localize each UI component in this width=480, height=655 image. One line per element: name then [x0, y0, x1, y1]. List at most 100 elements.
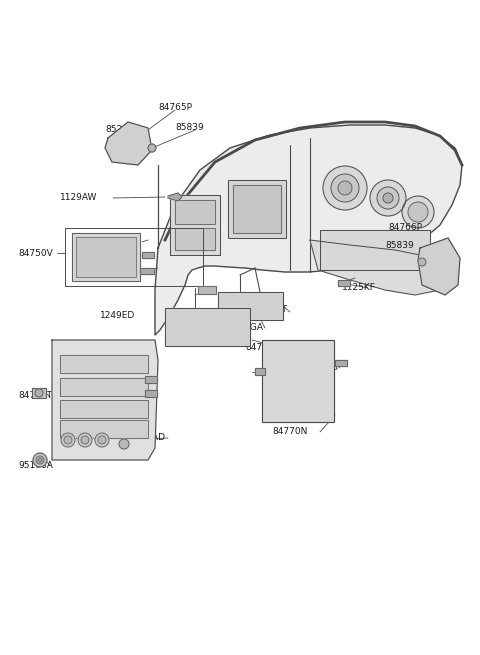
Bar: [32, 388, 46, 398]
Polygon shape: [418, 238, 460, 295]
Bar: [218, 292, 283, 320]
Bar: [165, 308, 250, 346]
Circle shape: [331, 174, 359, 202]
Bar: [76, 237, 136, 277]
Text: 84770M: 84770M: [272, 413, 308, 422]
Bar: [335, 360, 347, 366]
Bar: [60, 400, 148, 418]
Bar: [60, 355, 148, 373]
Bar: [165, 308, 250, 346]
Bar: [262, 340, 334, 422]
Circle shape: [81, 436, 89, 444]
Circle shape: [61, 433, 75, 447]
Polygon shape: [310, 240, 440, 295]
Bar: [145, 376, 157, 383]
Circle shape: [38, 458, 42, 462]
Bar: [142, 252, 154, 258]
Bar: [228, 180, 286, 238]
Bar: [145, 376, 157, 383]
Bar: [60, 355, 148, 373]
Circle shape: [402, 196, 434, 228]
Bar: [335, 360, 347, 366]
Text: 84744E: 84744E: [110, 394, 144, 403]
Text: 1125GB: 1125GB: [88, 253, 124, 263]
Text: 84837F: 84837F: [78, 269, 112, 278]
Text: 84835E: 84835E: [243, 191, 277, 200]
Bar: [170, 195, 220, 255]
Bar: [338, 280, 350, 286]
Circle shape: [119, 439, 129, 449]
Bar: [170, 195, 220, 255]
Circle shape: [338, 181, 352, 195]
Bar: [233, 185, 281, 233]
Text: 84750V: 84750V: [18, 248, 53, 257]
Bar: [72, 233, 140, 281]
Circle shape: [98, 436, 106, 444]
Bar: [65, 228, 203, 286]
Bar: [255, 368, 265, 375]
Text: 84743F: 84743F: [110, 375, 144, 384]
Circle shape: [95, 433, 109, 447]
Bar: [145, 390, 157, 397]
Text: 95110A: 95110A: [18, 462, 53, 470]
Text: 84765P: 84765P: [158, 103, 192, 113]
Text: 84752B: 84752B: [88, 236, 122, 244]
Bar: [175, 200, 215, 224]
Bar: [145, 390, 157, 397]
Text: 1129AW: 1129AW: [60, 193, 97, 202]
Polygon shape: [168, 193, 182, 201]
Bar: [175, 228, 215, 250]
Polygon shape: [52, 340, 158, 460]
Circle shape: [323, 166, 367, 210]
Bar: [175, 200, 215, 224]
Text: 85839: 85839: [268, 375, 297, 384]
Bar: [72, 233, 140, 281]
Circle shape: [377, 187, 399, 209]
Circle shape: [35, 389, 43, 397]
Bar: [32, 388, 46, 398]
Text: 84716T: 84716T: [18, 390, 52, 400]
Text: 84755T: 84755T: [253, 305, 287, 314]
Circle shape: [33, 453, 47, 467]
Text: 85839: 85839: [175, 124, 204, 132]
Bar: [142, 252, 154, 258]
Bar: [60, 420, 148, 438]
Text: 1249ED: 1249ED: [100, 312, 135, 320]
Polygon shape: [105, 122, 152, 165]
Bar: [320, 230, 430, 270]
Text: 1018AD: 1018AD: [130, 434, 166, 443]
Bar: [255, 368, 265, 375]
Text: 1125GB: 1125GB: [303, 364, 339, 373]
Bar: [198, 286, 216, 294]
Bar: [338, 280, 350, 286]
Text: 1125KF: 1125KF: [342, 284, 376, 293]
Bar: [262, 340, 334, 422]
Bar: [140, 268, 154, 274]
Bar: [320, 230, 430, 270]
Bar: [228, 180, 286, 238]
Circle shape: [418, 258, 426, 266]
Polygon shape: [155, 125, 462, 335]
Bar: [60, 400, 148, 418]
Bar: [60, 378, 148, 396]
Bar: [60, 420, 148, 438]
Bar: [198, 286, 216, 294]
Text: 85261B: 85261B: [105, 126, 140, 134]
Bar: [175, 228, 215, 250]
Circle shape: [370, 180, 406, 216]
Bar: [218, 292, 283, 320]
Text: 84766P: 84766P: [388, 223, 422, 233]
Text: 84770N: 84770N: [272, 428, 307, 436]
Bar: [60, 378, 148, 396]
Text: 84741A: 84741A: [65, 436, 100, 445]
Bar: [76, 237, 136, 277]
Text: 84743E: 84743E: [245, 343, 279, 352]
Text: 85839: 85839: [385, 242, 414, 250]
Circle shape: [36, 456, 44, 464]
Bar: [233, 185, 281, 233]
Bar: [140, 268, 154, 274]
Circle shape: [383, 193, 393, 203]
Circle shape: [148, 144, 156, 152]
Circle shape: [64, 436, 72, 444]
Circle shape: [78, 433, 92, 447]
